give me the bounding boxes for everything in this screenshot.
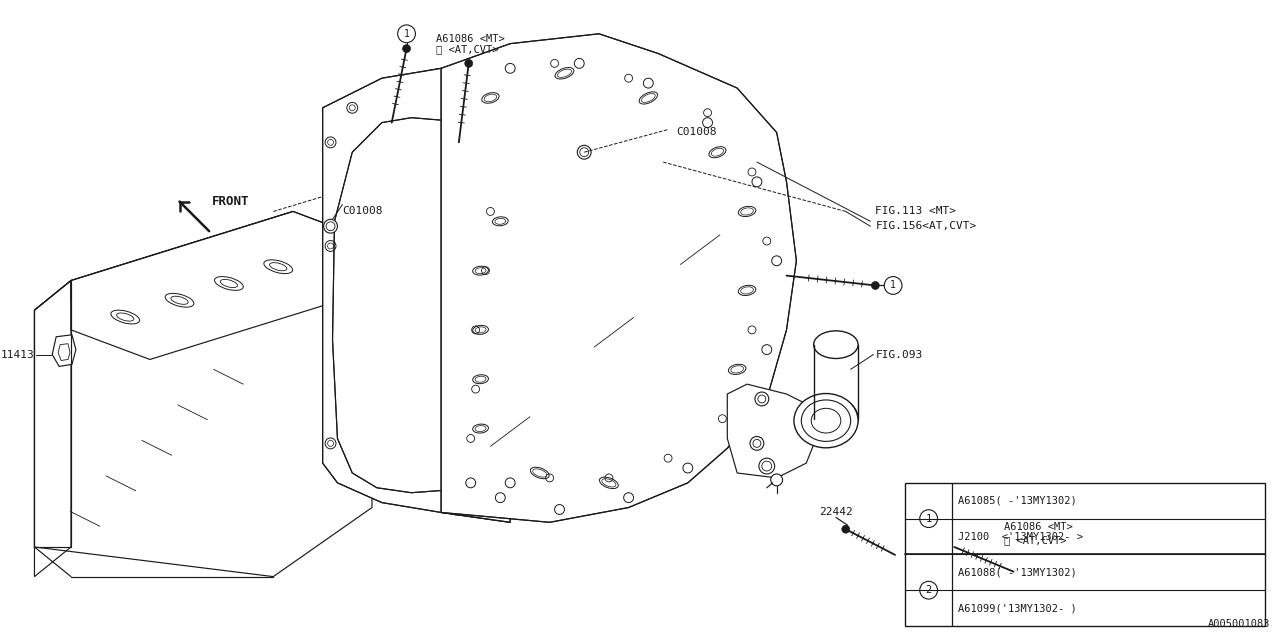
Ellipse shape	[215, 276, 243, 291]
Ellipse shape	[556, 68, 573, 79]
Text: FIG.093: FIG.093	[876, 349, 923, 360]
Text: C01008: C01008	[342, 207, 383, 216]
Text: FIG.113 <MT>: FIG.113 <MT>	[876, 207, 956, 216]
Ellipse shape	[739, 206, 755, 216]
Circle shape	[324, 220, 338, 233]
Ellipse shape	[739, 285, 755, 296]
Ellipse shape	[530, 467, 549, 479]
Text: ① <AT,CVT>: ① <AT,CVT>	[436, 45, 499, 54]
Polygon shape	[70, 211, 293, 300]
Text: A61085( -'13MY1302): A61085( -'13MY1302)	[959, 496, 1076, 506]
Text: A61086 <MT>: A61086 <MT>	[436, 34, 504, 44]
Circle shape	[842, 525, 850, 533]
Ellipse shape	[481, 93, 499, 103]
Ellipse shape	[472, 266, 489, 275]
Polygon shape	[333, 118, 511, 493]
Circle shape	[577, 145, 591, 159]
Circle shape	[872, 282, 879, 289]
Ellipse shape	[728, 364, 746, 374]
Circle shape	[759, 458, 774, 474]
Text: 2: 2	[925, 585, 932, 595]
Text: 1: 1	[925, 514, 932, 524]
Ellipse shape	[264, 260, 293, 273]
Ellipse shape	[794, 394, 858, 448]
Text: A61099('13MY1302- ): A61099('13MY1302- )	[959, 603, 1076, 613]
Ellipse shape	[472, 424, 489, 433]
Text: FIG.156<AT,CVT>: FIG.156<AT,CVT>	[876, 221, 977, 231]
Text: 1: 1	[890, 280, 896, 291]
Text: A61088( -'13MY1302): A61088( -'13MY1302)	[959, 567, 1076, 577]
Text: 11413: 11413	[1, 349, 35, 360]
Ellipse shape	[165, 293, 195, 307]
Ellipse shape	[472, 375, 489, 384]
Circle shape	[403, 45, 411, 52]
Text: ② <AT,CVT>: ② <AT,CVT>	[1004, 535, 1066, 545]
Ellipse shape	[472, 325, 489, 334]
Circle shape	[755, 392, 769, 406]
Polygon shape	[35, 280, 70, 577]
Text: A005001083: A005001083	[1207, 619, 1270, 629]
Ellipse shape	[111, 310, 140, 324]
Text: FRONT: FRONT	[212, 195, 250, 208]
Polygon shape	[323, 68, 511, 522]
Polygon shape	[727, 384, 817, 478]
Ellipse shape	[709, 147, 726, 158]
Polygon shape	[70, 211, 372, 360]
Ellipse shape	[599, 477, 618, 488]
Ellipse shape	[814, 331, 858, 358]
Text: J2100  <'13MY1302- >: J2100 <'13MY1302- >	[959, 531, 1083, 541]
Polygon shape	[442, 34, 796, 522]
Ellipse shape	[639, 92, 658, 104]
Text: A61086 <MT>: A61086 <MT>	[1004, 522, 1073, 532]
Text: 1: 1	[403, 29, 410, 39]
Bar	[905, 483, 1265, 626]
Polygon shape	[323, 68, 511, 522]
Ellipse shape	[814, 399, 858, 438]
Ellipse shape	[820, 405, 851, 433]
Text: 22442: 22442	[819, 508, 852, 518]
Polygon shape	[52, 335, 76, 366]
Ellipse shape	[493, 217, 508, 226]
Text: C01008: C01008	[676, 127, 717, 138]
Circle shape	[750, 436, 764, 451]
Circle shape	[465, 60, 472, 67]
Circle shape	[950, 543, 959, 551]
Circle shape	[771, 474, 782, 486]
